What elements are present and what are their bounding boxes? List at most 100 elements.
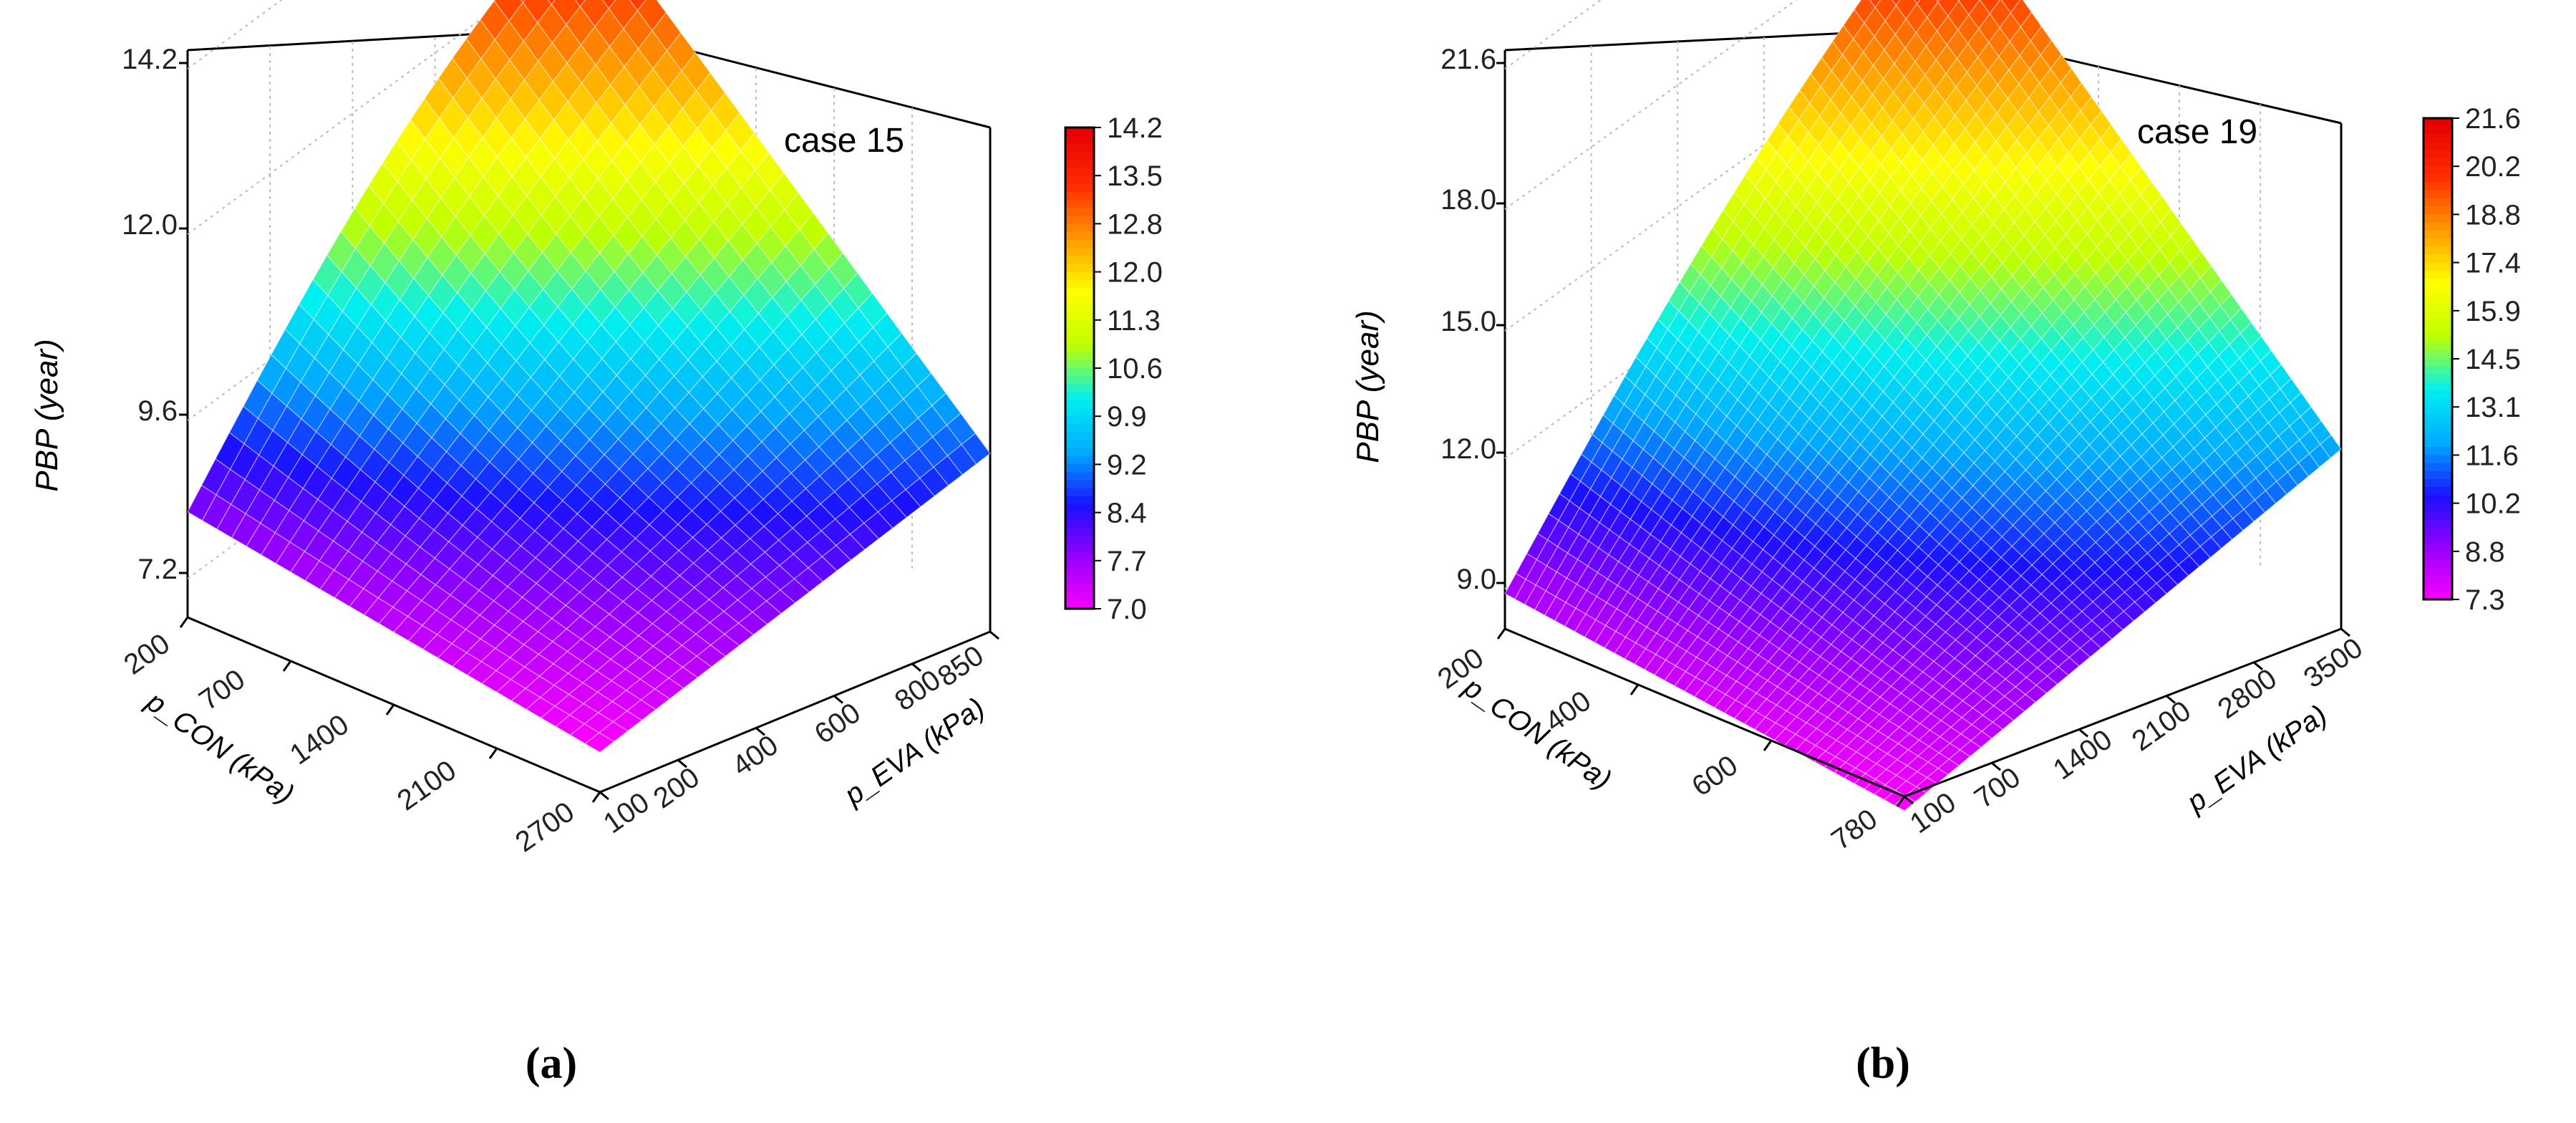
colorbar-segment — [2424, 423, 2452, 432]
surface-cell — [2090, 629, 2113, 649]
colorbar-tick-label: 12.0 — [1107, 257, 1163, 289]
z-axis-label: PBP (year) — [1350, 310, 1385, 463]
surface-mesh — [187, 0, 991, 753]
tick-labels: 9.0 12.0 15.0 18.0 21.6 200 400 600 780 … — [1432, 44, 2368, 857]
x-tick — [179, 617, 189, 628]
colorbar-tick-label: 7.7 — [1107, 546, 1147, 577]
colorbar-tick-label: 8.4 — [1107, 498, 1147, 529]
z-tick-label: 18.0 — [1440, 184, 1496, 216]
x-tick — [385, 704, 395, 715]
y-tick — [2166, 695, 2176, 704]
colorbar-segment — [2424, 527, 2452, 536]
colorbar-segment — [2424, 158, 2452, 168]
colorbar-tick-label: 7.3 — [2465, 584, 2505, 616]
surface-cell — [2265, 481, 2287, 504]
colorbar-segment — [1065, 512, 1094, 521]
colorbar-segment — [2424, 254, 2452, 264]
colorbar-segment — [2424, 439, 2452, 448]
y-tick — [1904, 795, 1914, 805]
colorbar-segment — [1065, 175, 1094, 185]
colorbar-segment — [2424, 134, 2452, 143]
surface-cell — [584, 732, 615, 753]
colorbar-tick-label: 9.9 — [1107, 401, 1147, 433]
surface-cell — [2221, 518, 2244, 541]
colorbar-segment — [1065, 288, 1094, 297]
colorbar-segment — [1065, 496, 1094, 506]
colorbar-segment — [1065, 376, 1094, 385]
colorbar-segment — [1065, 352, 1094, 361]
surface-cell — [668, 666, 699, 689]
colorbar-segment — [2424, 551, 2452, 560]
colorbar-segment — [1065, 168, 1094, 177]
colorbar-segment — [1065, 464, 1094, 473]
colorbar-segment — [2424, 471, 2452, 480]
colorbar-segment — [1065, 584, 1094, 594]
colorbar-segment — [2424, 190, 2452, 199]
colorbar-tick-label: 8.8 — [2465, 536, 2505, 568]
colorbar-tick-label: 10.6 — [1107, 353, 1163, 385]
colorbar-segment — [1065, 536, 1094, 546]
colorbar-segment — [2424, 142, 2452, 151]
x-tick-label: 1400 — [284, 708, 354, 771]
ticks — [179, 62, 999, 803]
x-tick — [488, 748, 498, 759]
gridline — [1504, 20, 1937, 332]
colorbar-segment — [1065, 600, 1094, 609]
colorbar-segment — [2424, 591, 2452, 600]
colorbar-segment — [2424, 118, 2452, 127]
panel-caption-a: (a) — [525, 1039, 578, 1088]
colorbar-segment — [1065, 344, 1094, 353]
colorbar-segment — [2424, 535, 2452, 544]
colorbar-tick-label: 11.6 — [2465, 440, 2519, 471]
z-tick-label: 7.2 — [137, 554, 178, 585]
colorbar-tick-label: 14.5 — [2465, 344, 2521, 375]
colorbar-segment — [1065, 143, 1094, 153]
colorbar-segment — [2424, 302, 2452, 312]
colorbar-segment — [2424, 583, 2452, 592]
colorbar-segment — [1065, 448, 1094, 458]
colorbar-segment — [1065, 472, 1094, 481]
colorbar-segment — [1065, 159, 1094, 168]
y-tick-label: 100 — [598, 786, 655, 839]
colorbar-segment — [2424, 230, 2452, 239]
colorbar-tick-label: 20.2 — [2465, 151, 2521, 183]
colorbar-tick-label: 13.5 — [1107, 160, 1163, 192]
colorbar-segment — [1065, 231, 1094, 241]
colorbar-segment — [1065, 191, 1094, 201]
colorbar-tick-label: 12.8 — [1107, 208, 1163, 240]
x-tick-label: 2700 — [510, 796, 580, 858]
colorbar-segment — [2424, 334, 2452, 344]
colorbar-segment — [2424, 575, 2452, 584]
gridline — [1504, 0, 1798, 210]
surface-cell — [1957, 0, 1960, 2]
panel-b: 9.0 12.0 15.0 18.0 21.6 200 400 600 780 … — [1350, 0, 2521, 857]
surface-cell — [612, 710, 643, 732]
x-tick-label: 2100 — [392, 754, 462, 816]
colorbar-segment — [2424, 487, 2452, 496]
colorbar-segment — [2424, 495, 2452, 504]
colorbar-segment — [1065, 199, 1094, 208]
x-axis-label: p_CON (kPa) — [1458, 671, 1617, 796]
colorbar-segment — [2424, 342, 2452, 352]
colorbar-segment — [1065, 279, 1094, 289]
colorbar-segment — [2424, 479, 2452, 488]
colorbar-segment — [1065, 488, 1094, 498]
colorbar-tick-label: 11.3 — [1107, 305, 1161, 337]
x-tick-label: 700 — [193, 663, 251, 716]
colorbar-segment — [1065, 560, 1094, 569]
ticks — [1496, 62, 2350, 807]
colorbar-segment — [2424, 214, 2452, 223]
surface-cell — [2199, 536, 2222, 559]
x-tick — [1896, 796, 1906, 807]
case-annotation: case 15 — [784, 122, 904, 160]
z-tick-label: 12.0 — [1440, 433, 1496, 465]
colorbar-segment — [1065, 183, 1094, 193]
colorbar-segment — [1065, 416, 1094, 425]
colorbar-segment — [1065, 440, 1094, 449]
colorbar-tick-label: 18.8 — [2465, 199, 2521, 231]
surface-mesh — [1504, 0, 2342, 811]
y-tick-label: 2800 — [2212, 662, 2282, 725]
colorbar-segment — [2424, 294, 2452, 304]
colorbar-segment — [1065, 384, 1094, 393]
